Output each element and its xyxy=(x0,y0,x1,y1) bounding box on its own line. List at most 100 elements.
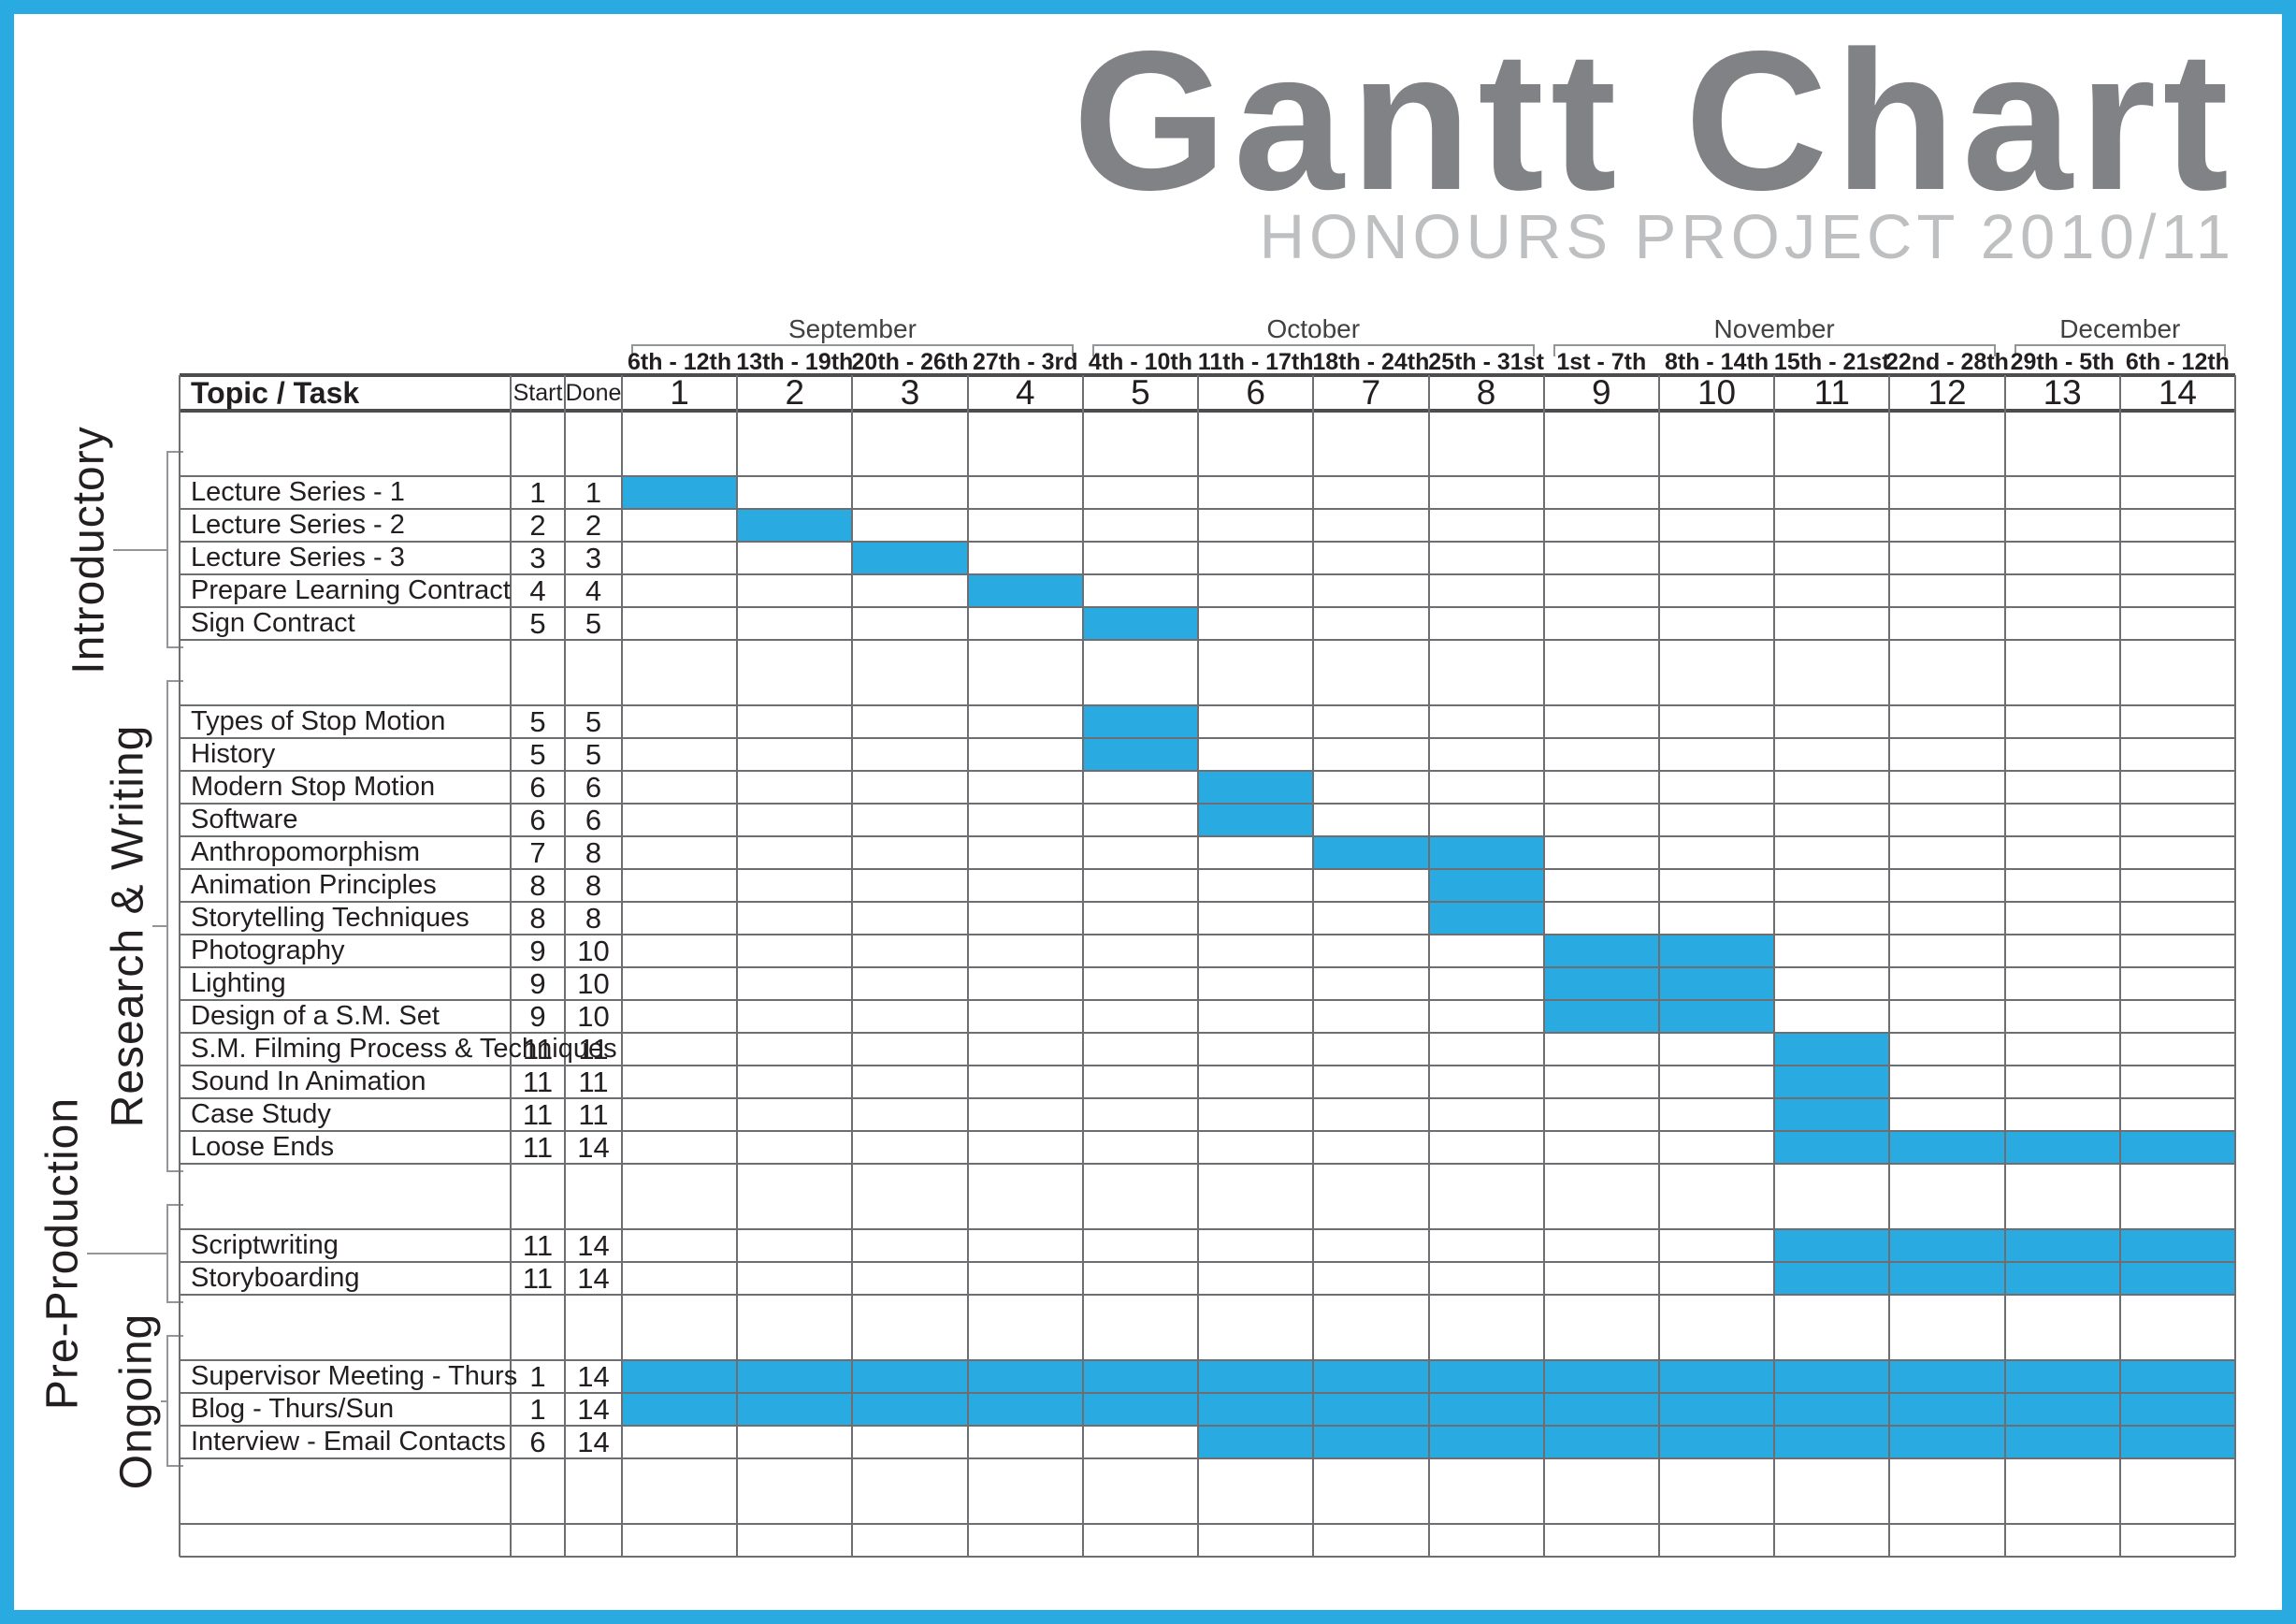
month-bracket-tick xyxy=(2014,344,2016,356)
week-range-label: 11th - 17th xyxy=(1197,349,1314,375)
task-start-value: 5 xyxy=(529,738,546,771)
week-number-label: 4 xyxy=(1015,373,1035,412)
task-start-value: 11 xyxy=(522,1131,554,1164)
task-name: Interview - Email Contacts xyxy=(191,1427,506,1457)
week-number-label: 2 xyxy=(785,373,805,412)
week-range-label: 6th - 12th xyxy=(2125,349,2230,375)
gridline-h xyxy=(180,1457,2235,1459)
task-start-value: 6 xyxy=(529,1426,546,1458)
gridline-h xyxy=(180,1425,2235,1427)
task-done-value: 10 xyxy=(577,935,610,967)
gridline-v xyxy=(851,375,854,1557)
task-name: Modern Stop Motion xyxy=(191,772,436,802)
group-bracket-tick xyxy=(166,1335,183,1337)
group-bracket-spine xyxy=(166,680,168,1172)
week-range-label: 15th - 21st xyxy=(1773,349,1890,375)
group-bracket-connector xyxy=(161,1399,166,1402)
task-start-value: 5 xyxy=(529,607,546,640)
gridline-v xyxy=(1657,375,1660,1557)
gridline-v xyxy=(1427,375,1430,1557)
task-start-value: 6 xyxy=(529,804,546,836)
task-name: Animation Principles xyxy=(191,870,437,900)
task-start-value: 8 xyxy=(529,902,546,935)
group-bracket-tick xyxy=(166,646,183,648)
task-bar xyxy=(1082,738,1199,771)
gridline-v xyxy=(1542,375,1545,1557)
group-bracket-tick xyxy=(166,1170,183,1172)
week-number-label: 9 xyxy=(1592,373,1611,412)
task-bar xyxy=(852,542,968,574)
task-bar xyxy=(967,574,1083,607)
task-start-value: 6 xyxy=(529,771,546,804)
header-top-line xyxy=(180,373,2235,377)
chart-title: Gantt Chart xyxy=(1073,9,2235,231)
task-name: Storytelling Techniques xyxy=(191,903,469,933)
week-number-label: 8 xyxy=(1476,373,1496,412)
gridline-h xyxy=(180,868,2235,870)
month-label: October xyxy=(1266,314,1361,343)
gridline-h xyxy=(180,770,2235,772)
start-header: Start xyxy=(513,380,563,406)
month-bracket-tick xyxy=(1071,344,1074,356)
task-done-value: 8 xyxy=(585,836,602,869)
group-label: Research & Writing xyxy=(103,724,153,1128)
task-bar xyxy=(1774,1033,1890,1066)
task-done-value: 14 xyxy=(577,1229,610,1262)
group-label: Introductory xyxy=(64,425,114,674)
task-bar xyxy=(1428,902,1544,935)
task-name: Anthropomorphism xyxy=(191,837,420,867)
group-bracket-spine xyxy=(166,1335,168,1467)
gridline-h xyxy=(180,901,2235,903)
task-bar xyxy=(1198,771,1314,804)
task-name: S.M. Filming Process & Techniques xyxy=(191,1034,617,1064)
task-done-value: 14 xyxy=(577,1360,610,1393)
week-number-label: 13 xyxy=(2043,373,2082,412)
gridline-v xyxy=(966,375,969,1557)
month-bracket xyxy=(2014,344,2226,346)
gridline-h xyxy=(180,934,2235,935)
gridline-h xyxy=(180,835,2235,837)
task-bar xyxy=(1428,869,1544,902)
task-bar xyxy=(622,476,738,509)
month-bracket-tick xyxy=(1552,344,1555,356)
task-start-value: 1 xyxy=(529,476,546,509)
task-name: Software xyxy=(191,805,298,834)
gridline-h xyxy=(180,1065,2235,1066)
week-range-label: 22nd - 28th xyxy=(1884,349,2009,375)
task-bar xyxy=(1082,607,1199,640)
task-bar xyxy=(1774,1098,1890,1131)
week-range-label: 29th - 5th xyxy=(2010,349,2115,375)
week-range-label: 8th - 14th xyxy=(1664,349,1769,375)
gridline-v xyxy=(2234,375,2236,1557)
week-number-label: 10 xyxy=(1697,373,1737,412)
week-number-label: 11 xyxy=(1813,373,1850,412)
gridline-h xyxy=(180,1097,2235,1099)
task-bar xyxy=(737,509,853,542)
topic-task-header: Topic / Task xyxy=(191,376,360,410)
gridline-h xyxy=(180,541,2235,543)
task-start-value: 1 xyxy=(529,1393,546,1426)
group-label: Ongoing xyxy=(111,1312,162,1489)
gridline-v xyxy=(2118,375,2121,1557)
task-done-value: 5 xyxy=(585,738,602,771)
task-name: Design of a S.M. Set xyxy=(191,1001,440,1031)
gridline-h xyxy=(180,803,2235,805)
gridline-v xyxy=(1081,375,1084,1557)
month-label: September xyxy=(787,314,917,343)
week-number-label: 5 xyxy=(1131,373,1150,412)
task-start-value: 9 xyxy=(529,935,546,967)
task-start-value: 11 xyxy=(522,1033,554,1066)
task-name: Lecture Series - 1 xyxy=(191,477,405,507)
task-done-value: 11 xyxy=(578,1098,609,1131)
month-bracket-tick xyxy=(631,344,633,356)
task-start-value: 5 xyxy=(529,705,546,738)
gridline-h xyxy=(180,1392,2235,1394)
task-done-value: 1 xyxy=(585,476,602,509)
task-done-value: 5 xyxy=(585,705,602,738)
task-start-value: 11 xyxy=(522,1229,554,1262)
task-start-value: 9 xyxy=(529,967,546,1000)
group-bracket-tick xyxy=(166,680,183,682)
gridline-h xyxy=(180,1228,2235,1230)
gridline-v xyxy=(621,375,623,1557)
gridline-h xyxy=(180,966,2235,968)
